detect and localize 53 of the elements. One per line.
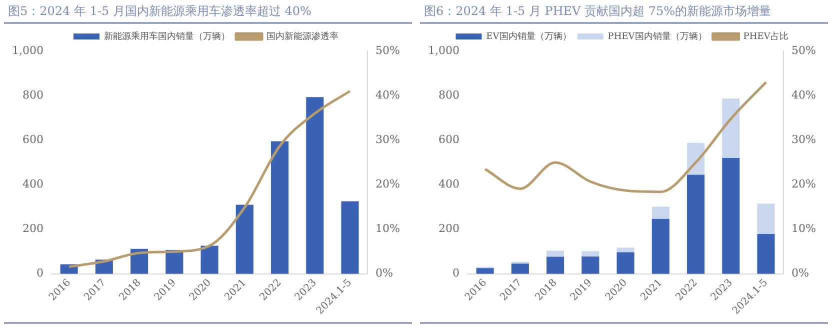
y-tick-label: 1,000 [12, 44, 44, 57]
y-tick-label: 200 [22, 222, 44, 236]
bar [270, 141, 289, 274]
legend-label: PHEV国内销量（万辆） [608, 30, 707, 42]
y2-tick-label: 40% [792, 88, 816, 102]
bar [686, 174, 705, 274]
y-tick-label: 400 [438, 178, 460, 191]
y-tick-label: 400 [22, 178, 44, 191]
bar [722, 98, 740, 158]
bar [236, 204, 254, 274]
legend-label: PHEV占比 [743, 30, 788, 42]
bar [757, 204, 775, 234]
y2-tick-label: 40% [376, 88, 400, 102]
bar [616, 252, 634, 274]
bar [582, 256, 600, 274]
y2-tick-label: 50% [792, 44, 816, 57]
bar [200, 246, 218, 274]
bar [757, 234, 775, 274]
legend-label: EV国内销量（万辆） [486, 30, 572, 42]
y2-tick-label: 0% [376, 266, 394, 280]
chart-title: 图5：2024 年 1-5 月国内新能源乘用车渗透率超过 40% [4, 0, 412, 24]
bar [616, 248, 634, 252]
line-series [68, 90, 352, 268]
bar [546, 256, 564, 274]
y2-tick-label: 20% [376, 178, 400, 191]
y-tick-label: 800 [438, 88, 460, 102]
bar [582, 251, 600, 256]
y-tick-label: 600 [22, 133, 44, 146]
chart-title: 图6：2024 年 1-5 月 PHEV 贡献国内超 75%的新能源市场增量 [420, 0, 828, 24]
y-tick-label: 0 [452, 266, 460, 280]
bar [511, 264, 529, 274]
y-tick-label: 0 [36, 266, 44, 280]
y2-tick-label: 20% [792, 178, 816, 191]
bar [306, 97, 324, 274]
y2-tick-label: 30% [792, 133, 816, 146]
bar [476, 268, 494, 274]
bar [652, 206, 670, 219]
y2-tick-label: 0% [792, 266, 810, 280]
y-tick-label: 800 [22, 88, 44, 102]
y2-tick-label: 50% [376, 44, 400, 57]
y2-tick-label: 10% [376, 222, 400, 236]
bar [341, 201, 359, 274]
legend-label: 国内新能源渗透率 [266, 30, 338, 42]
y-tick-label: 600 [438, 133, 460, 146]
bar [722, 158, 740, 274]
y-tick-label: 1,000 [428, 44, 460, 57]
legend-label: 新能源乘用车国内销量（万辆） [104, 30, 230, 42]
y-tick-label: 200 [438, 222, 460, 236]
y2-tick-label: 10% [792, 222, 816, 236]
line-series [484, 80, 768, 194]
bar [546, 250, 564, 257]
bar [652, 218, 670, 274]
y2-tick-label: 30% [376, 133, 400, 146]
